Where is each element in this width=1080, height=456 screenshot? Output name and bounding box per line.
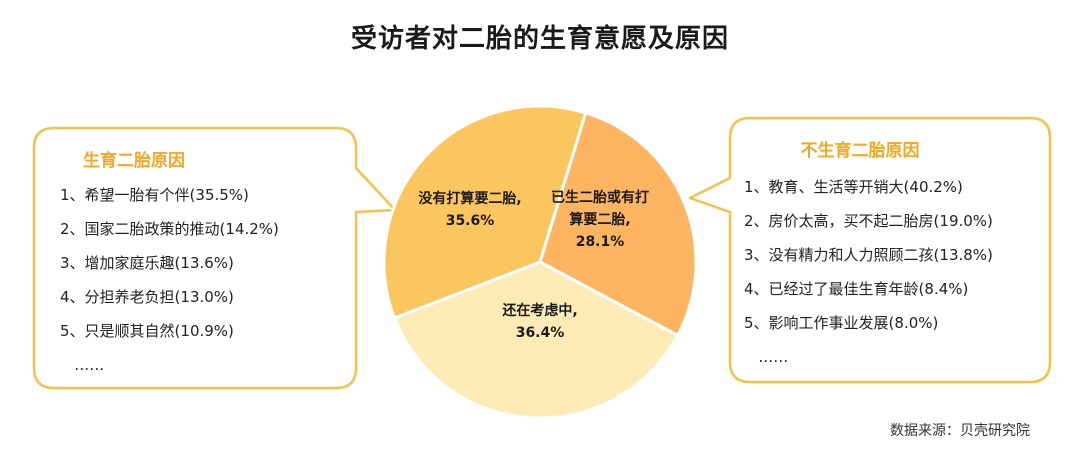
list-item: …… (744, 348, 789, 366)
data-source: 数据来源：贝壳研究院 (890, 423, 1030, 439)
right-box-title: 不生育二胎原因 (800, 141, 920, 161)
list-item: …… (60, 356, 105, 374)
list-item: 2、国家二胎政策的推动(14.2%) (60, 220, 279, 238)
list-item: 2、房价太高，买不起二胎房(19.0%) (744, 212, 993, 230)
right-reason-list: 1、教育、生活等开销大(40.2%) 2、房价太高，买不起二胎房(19.0%) … (744, 170, 993, 374)
left-reason-box: 生育二胎原因 1、希望一胎有个伴(35.5%) 2、国家二胎政策的推动(14.2… (34, 128, 356, 388)
list-item: 3、增加家庭乐趣(13.6%) (60, 254, 234, 272)
pie-slices (382, 104, 698, 420)
list-item: 1、希望一胎有个伴(35.5%) (60, 186, 249, 204)
right-reason-box: 不生育二胎原因 1、教育、生活等开销大(40.2%) 2、房价太高，买不起二胎房… (730, 118, 1050, 382)
list-item: 1、教育、生活等开销大(40.2%) (744, 178, 963, 196)
left-reason-list: 1、希望一胎有个伴(35.5%) 2、国家二胎政策的推动(14.2%) 3、增加… (60, 178, 279, 382)
page-title: 受访者对二胎的生育意愿及原因 (350, 24, 729, 54)
slice-considering (392, 260, 680, 420)
list-item: 5、只是顺其自然(10.9%) (60, 322, 234, 340)
list-item: 4、分担养老负担(13.0%) (60, 288, 234, 306)
slice-label-considering: 还在考虑中, 36.4% (501, 302, 577, 341)
list-item: 5、影响工作事业发展(8.0%) (744, 314, 939, 332)
list-item: 4、已经过了最佳生育年龄(8.4%) (744, 280, 969, 298)
slice-no-plan (382, 104, 588, 320)
slice-label-no-plan: 没有打算要二胎, 35.6% (418, 190, 521, 229)
pie-labels: 没有打算要二胎, 35.6% 已生二胎或有打算要二胎, 28.1% 还在考虑中, 36.4… (418, 189, 649, 341)
right-callout-outline (688, 116, 1052, 384)
left-box-title: 生育二胎原因 (83, 151, 185, 171)
slice-label-have-or-plan: 已生二胎或有打算要二胎, 28.1% (551, 189, 649, 250)
list-item: 3、没有精力和人力照顾二孩(13.8%) (744, 246, 993, 264)
left-callout-outline (32, 126, 397, 390)
slice-have-or-plan (538, 110, 698, 338)
